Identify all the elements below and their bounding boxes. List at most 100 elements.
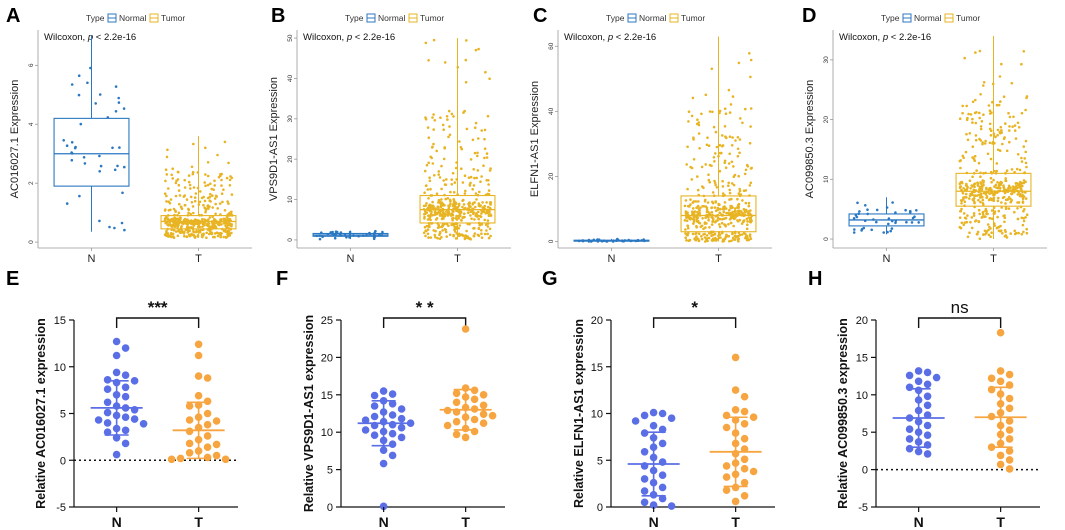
data-point (981, 198, 985, 202)
data-point (450, 213, 454, 216)
panel-letter: F (276, 268, 288, 290)
data-point (852, 231, 856, 234)
data-point (1004, 207, 1008, 210)
panel-H: H -5 0 5 10 15 20 Relative AC099850.3 expressio… (808, 268, 1040, 530)
data-point (62, 139, 65, 142)
data-point (704, 226, 707, 229)
data-point (94, 416, 103, 424)
data-point (749, 125, 752, 128)
data-point (1024, 180, 1027, 184)
data-point (995, 162, 999, 165)
legend-normal-key (902, 13, 912, 23)
stat-annotation: Wilcoxon, p < 2.2e-16 (564, 32, 656, 43)
data-point (1008, 129, 1011, 132)
data-point (740, 233, 744, 236)
data-point (996, 215, 999, 219)
y-tick-label: 0 (28, 240, 35, 244)
data-point (975, 169, 978, 172)
legend-tumor-label: Tumor (420, 13, 444, 23)
data-point (450, 178, 454, 181)
data-point (688, 238, 692, 242)
data-point (466, 211, 470, 214)
data-point (969, 220, 972, 224)
data-point (473, 176, 476, 180)
data-point (732, 183, 736, 187)
box-N (848, 197, 925, 235)
data-point (891, 201, 894, 204)
data-point (979, 125, 983, 128)
data-point (980, 216, 984, 219)
data-point (204, 207, 208, 211)
data-point (475, 212, 478, 215)
data-point (989, 176, 993, 180)
data-point (470, 395, 479, 404)
data-point (454, 237, 458, 240)
y-tick-label: 40 (287, 74, 294, 82)
data-point (1004, 122, 1007, 125)
group-N (357, 387, 415, 511)
data-point (174, 181, 178, 185)
data-point (485, 229, 488, 232)
group-T (167, 340, 230, 464)
data-point (207, 207, 210, 210)
data-point (122, 107, 126, 110)
data-point (186, 231, 190, 234)
data-point (982, 203, 985, 207)
data-point (715, 145, 719, 149)
data-point (180, 221, 184, 225)
data-point (1001, 232, 1004, 235)
data-point (970, 216, 974, 219)
data-point (962, 187, 965, 190)
data-point (427, 197, 430, 200)
stat-annotation: Wilcoxon, p < 2.2e-16 (839, 32, 931, 43)
data-point (749, 181, 753, 185)
data-point (721, 134, 724, 137)
data-point (468, 183, 472, 186)
data-point (706, 136, 709, 139)
data-point (221, 200, 224, 204)
data-point (1019, 192, 1022, 196)
data-point (701, 185, 704, 188)
x-tick-label: T (194, 514, 203, 530)
data-point (103, 376, 112, 384)
data-point (689, 203, 692, 206)
data-point (434, 236, 437, 239)
data-point (455, 232, 459, 235)
data-point (1022, 50, 1026, 53)
data-point (923, 431, 932, 440)
data-point (718, 225, 722, 229)
data-point (447, 109, 451, 113)
legend-tumor-label: Tumor (161, 13, 185, 23)
data-point (1025, 213, 1029, 216)
data-point (176, 225, 179, 229)
data-point (187, 211, 190, 215)
data-point (982, 84, 985, 87)
data-point (170, 225, 173, 228)
stat-value: < 2.2e-16 (888, 32, 931, 43)
data-point (975, 194, 979, 197)
data-point (983, 229, 987, 233)
data-point (203, 453, 212, 462)
data-point (447, 224, 450, 227)
data-point (477, 234, 481, 238)
data-point (976, 230, 980, 234)
data-point (707, 178, 711, 182)
data-point (224, 224, 227, 227)
data-point (905, 220, 908, 224)
data-point (747, 204, 751, 208)
data-point (732, 224, 735, 228)
data-point (993, 211, 996, 215)
data-point (887, 217, 891, 220)
data-point (451, 171, 455, 175)
data-point (1010, 81, 1014, 85)
data-point (721, 179, 724, 183)
data-point (173, 225, 176, 228)
data-point (463, 192, 467, 195)
data-point (718, 211, 721, 214)
data-point (988, 122, 992, 126)
data-point (1021, 194, 1025, 197)
data-point (640, 487, 649, 495)
data-point (204, 173, 207, 176)
data-point (331, 230, 334, 234)
